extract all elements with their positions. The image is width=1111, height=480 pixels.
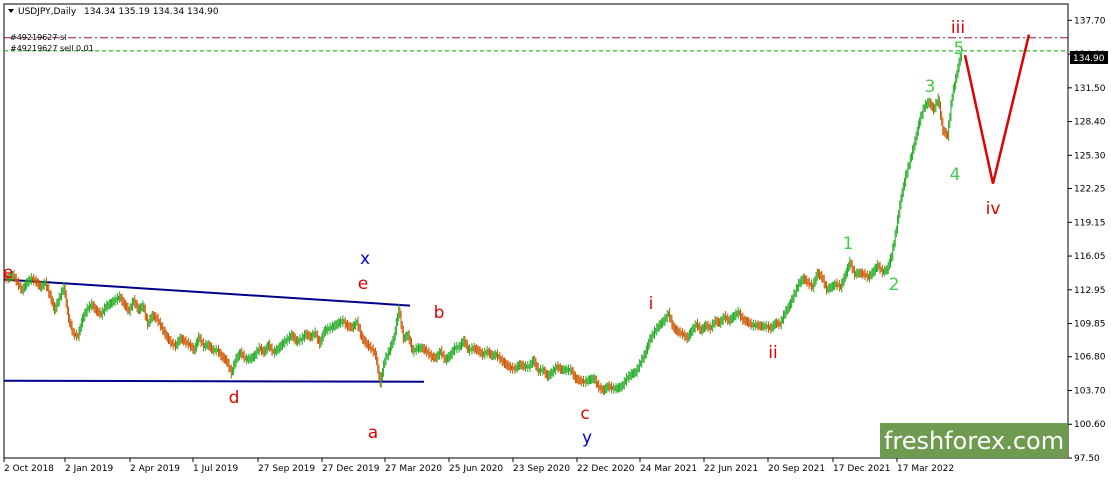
- watermark-text: freshforex.com: [884, 427, 1064, 455]
- y-tick-label: 103.70: [1074, 386, 1106, 396]
- y-tick-label: 100.60: [1074, 420, 1106, 430]
- y-tick-label: 112.95: [1074, 286, 1106, 296]
- wave-label: y: [582, 428, 592, 448]
- x-tick-label: 2 Jan 2019: [65, 464, 113, 474]
- price-tag: 134.90: [1070, 51, 1108, 64]
- y-tick-label: 116.05: [1074, 252, 1106, 262]
- wave-label: 4: [950, 165, 961, 185]
- x-tick-label: 1 Jul 2019: [193, 464, 238, 474]
- upper-trendline: [3, 278, 411, 307]
- y-tick-label: 119.15: [1074, 218, 1106, 228]
- x-tick-label: 2 Apr 2019: [130, 464, 180, 474]
- y-tick-label: 137.70: [1074, 16, 1106, 26]
- ohlc-values: 134.34 135.19 134.34 134.90: [84, 7, 219, 17]
- wave-label: e: [3, 263, 13, 283]
- wave-label: 2: [889, 275, 900, 295]
- chart-header: USDJPY,Daily 134.34 135.19 134.34 134.90: [8, 7, 219, 17]
- wave-label: a: [368, 423, 378, 443]
- x-tick-label: 27 Sep 2019: [258, 464, 315, 474]
- wave-label: e: [358, 274, 368, 294]
- wave-label: x: [360, 249, 370, 269]
- x-tick-label: 24 Mar 2021: [640, 464, 697, 474]
- wave-label: iii: [951, 18, 965, 38]
- wave-label: 5: [954, 39, 965, 59]
- x-tick-label: 17 Dec 2021: [833, 464, 891, 474]
- order-level-label: #49219627 sl: [10, 33, 66, 42]
- lower-trendline: [3, 379, 425, 383]
- y-tick-label: 131.50: [1074, 84, 1106, 94]
- wave-label: iv: [986, 199, 1001, 219]
- wave-label: 3: [925, 77, 936, 97]
- x-tick-label: 25 Jun 2020: [449, 464, 503, 474]
- price-bars: [4, 45, 962, 396]
- wave-label: i: [649, 294, 654, 314]
- y-tick-label: 122.25: [1074, 185, 1106, 195]
- x-tick-label: 27 Mar 2020: [385, 464, 442, 474]
- x-tick-label: 27 Dec 2019: [322, 464, 380, 474]
- wave-label: 1: [843, 234, 854, 254]
- order-level-label: #49219627 sell 0.01: [10, 44, 94, 53]
- wave-label: d: [229, 388, 240, 408]
- y-tick-label: 125.30: [1074, 151, 1106, 161]
- x-tick-label: 22 Dec 2020: [577, 464, 635, 474]
- watermark-box: freshforex.com: [880, 423, 1068, 458]
- wave-label: b: [434, 303, 445, 323]
- x-tick-label: 2 Oct 2018: [4, 464, 54, 474]
- dropdown-triangle-icon[interactable]: [8, 9, 14, 13]
- y-tick-label: 109.85: [1074, 320, 1106, 330]
- x-tick-label: 17 Mar 2022: [897, 464, 954, 474]
- wave-label: ii: [768, 343, 777, 363]
- chart-title: USDJPY,Daily: [18, 7, 77, 17]
- y-tick-label: 128.40: [1074, 118, 1106, 128]
- current-price-label: 134.90: [1073, 54, 1105, 64]
- forecast-path: [963, 34, 1031, 184]
- x-tick-label: 23 Sep 2020: [513, 464, 570, 474]
- wave-label: c: [580, 404, 589, 424]
- y-tick-label: 106.80: [1074, 353, 1106, 363]
- x-tick-label: 20 Sep 2021: [768, 464, 825, 474]
- y-tick-label: 97.50: [1074, 454, 1100, 464]
- x-tick-label: 22 Jun 2021: [704, 464, 758, 474]
